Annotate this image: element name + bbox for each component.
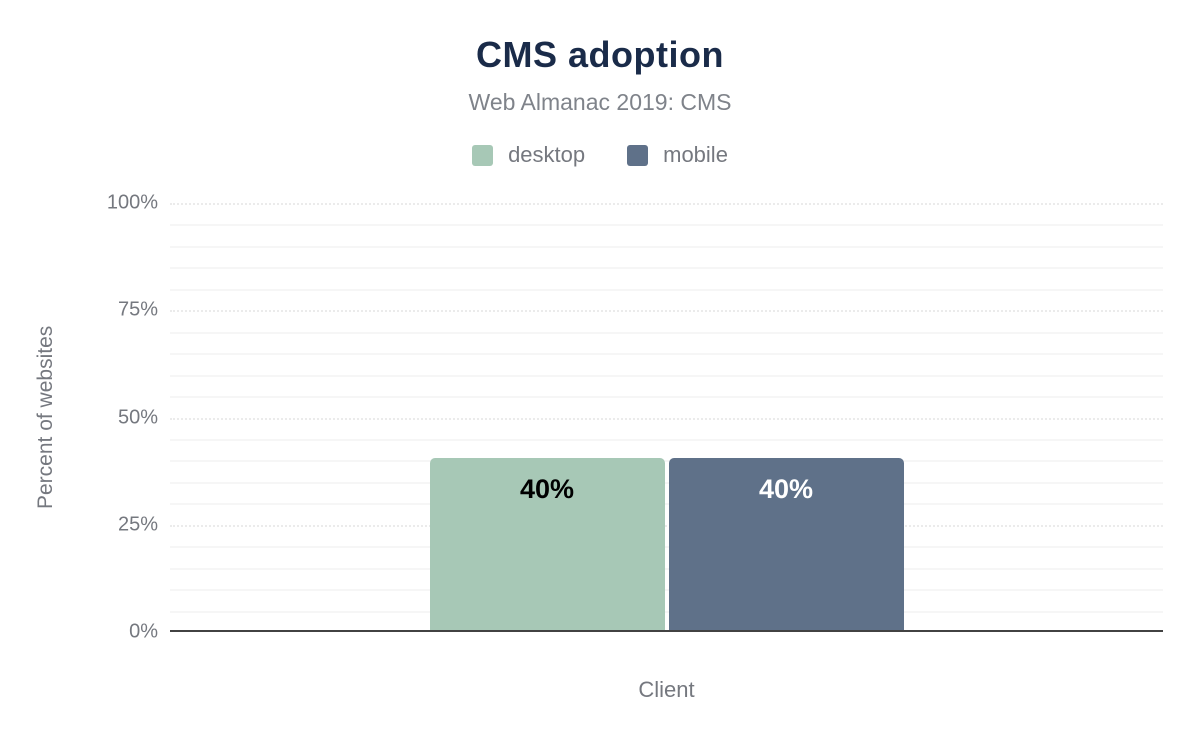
x-axis-title: Client xyxy=(638,677,695,702)
gridline-minor xyxy=(170,481,1163,484)
gridline-minor xyxy=(170,567,1163,570)
chart-title: CMS adoption xyxy=(476,34,724,75)
gridline-major xyxy=(170,524,1163,527)
gridline-major xyxy=(170,417,1163,420)
bar-mobile[interactable]: 40% xyxy=(668,458,904,630)
gridline-minor xyxy=(170,589,1163,592)
gridline-minor xyxy=(170,245,1163,248)
gridline-minor xyxy=(170,267,1163,270)
y-tick-label: 75% xyxy=(117,298,158,321)
plot-area: 40% 40% xyxy=(170,203,1163,632)
gridline-minor xyxy=(170,353,1163,356)
gridline-minor xyxy=(170,460,1163,463)
bar-desktop[interactable]: 40% xyxy=(429,458,665,630)
y-tick-label: 25% xyxy=(117,513,158,536)
y-tick-label: 100% xyxy=(106,191,158,214)
legend-label: mobile xyxy=(663,142,728,167)
gridline-major xyxy=(170,203,1163,205)
bar-value-label: 40% xyxy=(758,474,814,505)
y-axis-title: Percent of websites xyxy=(34,325,57,510)
gridline-minor xyxy=(170,331,1163,334)
gridline-minor xyxy=(170,224,1163,227)
gridline-minor xyxy=(170,610,1163,613)
gridline-minor xyxy=(170,503,1163,506)
legend-item-mobile: mobile xyxy=(627,142,728,168)
y-tick-label: 0% xyxy=(129,620,158,643)
gridline-major xyxy=(170,310,1163,313)
gridline-minor xyxy=(170,546,1163,549)
legend-label: desktop xyxy=(508,142,586,167)
gridline-minor xyxy=(170,396,1163,399)
legend: desktop mobile xyxy=(0,142,1200,168)
y-tick-label: 50% xyxy=(117,406,158,428)
gridline-minor xyxy=(170,374,1163,377)
legend-swatch-mobile xyxy=(627,144,649,166)
gridline-minor xyxy=(170,288,1163,291)
legend-item-desktop: desktop xyxy=(472,142,585,168)
gridline-minor xyxy=(170,438,1163,441)
chart-subtitle: Web Almanac 2019: CMS xyxy=(468,89,732,115)
legend-swatch-desktop xyxy=(472,144,494,166)
bar-value-label: 40% xyxy=(519,474,575,505)
